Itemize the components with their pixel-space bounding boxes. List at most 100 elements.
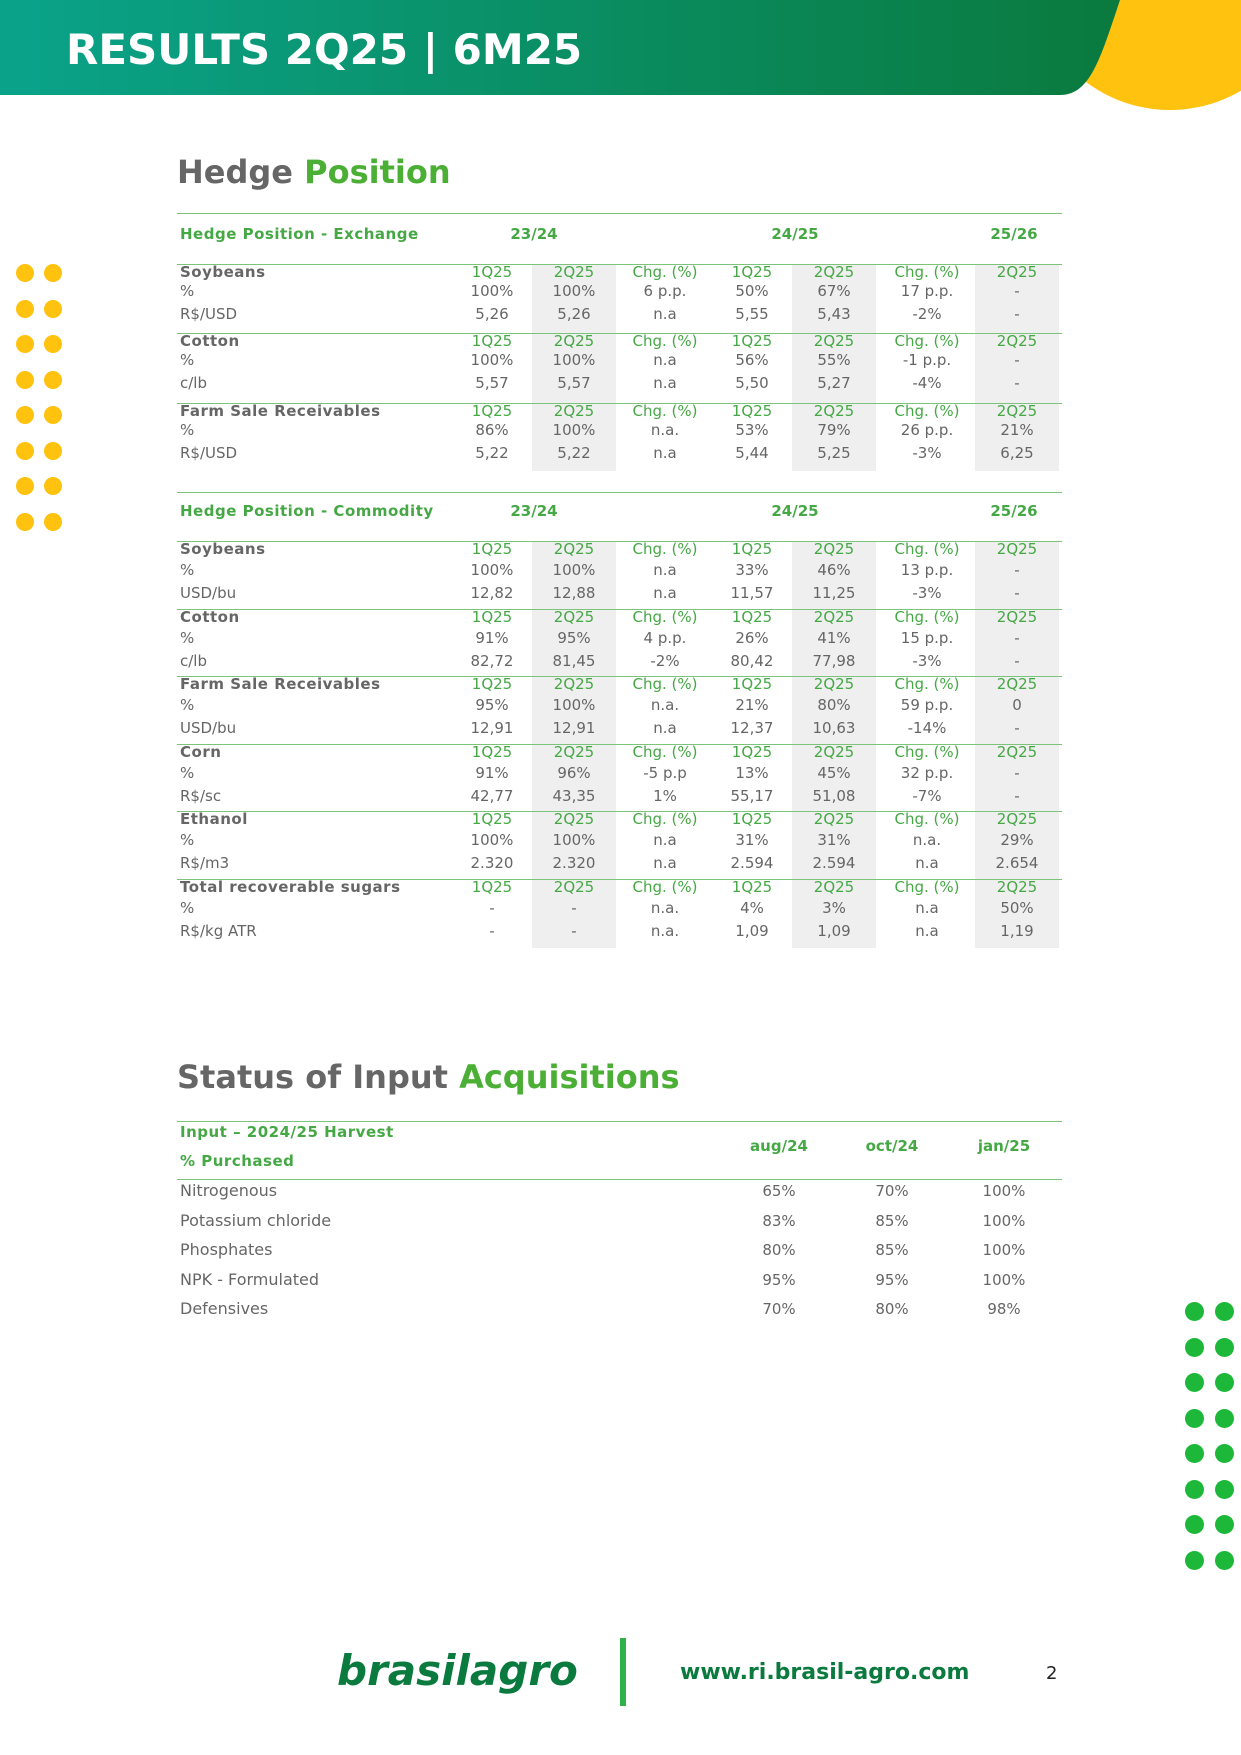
cell: 0 — [1012, 696, 1022, 714]
column-header: 1Q25 — [731, 607, 773, 626]
dot — [16, 406, 34, 424]
cell: 5,57 — [475, 374, 509, 393]
cell: 59 p.p. — [900, 696, 954, 714]
cell: 26 p.p. — [900, 420, 954, 439]
cell: 70% — [875, 1182, 909, 1200]
header-band — [0, 0, 1241, 110]
cell: - — [1014, 374, 1020, 393]
cell: 5,26 — [557, 305, 591, 323]
cell: - — [1014, 719, 1020, 737]
cell: -3% — [912, 443, 942, 462]
rule — [177, 541, 1062, 542]
dot — [16, 335, 34, 353]
cell: 81,45 — [552, 651, 596, 670]
dot — [1215, 1337, 1234, 1357]
column-header: Chg. (%) — [632, 675, 698, 693]
column-header: 2Q25 — [996, 540, 1038, 558]
column-header: 2Q25 — [813, 332, 855, 351]
cell: 42,77 — [470, 786, 514, 805]
cell: 100% — [470, 831, 514, 849]
cell: - — [1014, 584, 1020, 602]
column-header: 2Q25 — [553, 810, 595, 828]
column-header: 1Q25 — [731, 742, 773, 761]
rule — [177, 213, 1062, 214]
cell: 100% — [982, 1270, 1026, 1289]
dot — [1185, 1302, 1204, 1321]
cell: n.a — [653, 854, 677, 872]
cell: 96% — [557, 763, 591, 782]
cell: 33% — [735, 561, 769, 579]
column-header: Chg. (%) — [894, 742, 960, 761]
row-label: % — [180, 628, 195, 647]
column-header: Chg. (%) — [632, 401, 698, 420]
cell: -2% — [912, 305, 942, 323]
column-header: 2Q25 — [813, 607, 855, 626]
page-number: 2 — [1046, 1663, 1058, 1684]
cell: 91% — [475, 628, 509, 647]
cell: 55% — [817, 351, 851, 370]
dot — [16, 441, 34, 460]
column-header: Chg. (%) — [894, 263, 960, 281]
cell: -7% — [912, 786, 942, 805]
cell: 5,27 — [817, 374, 851, 393]
cell: 50% — [735, 282, 769, 300]
column-header: 2Q25 — [996, 675, 1038, 693]
cell: 13% — [735, 763, 769, 782]
column-header: 1Q25 — [471, 263, 513, 281]
column-header: Chg. (%) — [632, 877, 698, 896]
column-header: 1Q25 — [731, 540, 773, 558]
group-name: Cotton — [180, 607, 240, 626]
period-header: 24/25 — [771, 225, 819, 243]
logo: brasilagro — [337, 1646, 578, 1695]
cell: 98% — [987, 1300, 1021, 1318]
cell: -4% — [912, 374, 942, 393]
cell: n.a — [915, 898, 939, 917]
cell: 95% — [875, 1270, 909, 1289]
dot — [1185, 1373, 1204, 1392]
column-header: 2Q25 — [996, 810, 1038, 828]
cell: 4% — [740, 898, 764, 917]
cell: 50% — [1000, 898, 1034, 917]
row-label: USD/bu — [180, 584, 237, 602]
column-header: Chg. (%) — [894, 607, 960, 626]
group-name: Soybeans — [180, 263, 266, 281]
cell: 12,82 — [470, 584, 514, 602]
group-name: Farm Sale Receivables — [180, 675, 381, 693]
url: www.ri.brasil-agro.com — [680, 1660, 970, 1685]
column-header: Chg. (%) — [894, 540, 960, 558]
dot — [44, 264, 62, 282]
column-header: Chg. (%) — [894, 810, 960, 828]
dot — [16, 512, 34, 531]
cell: 12,37 — [730, 719, 774, 737]
row-label: % — [180, 420, 195, 439]
cell: n.a — [915, 921, 939, 940]
row-label: % — [180, 831, 195, 849]
cell: 100% — [552, 696, 596, 714]
section-title: Status of Input Acquisitions — [177, 1057, 680, 1097]
title-highlight: Position — [304, 153, 451, 191]
cell: - — [1014, 305, 1020, 323]
column-header: Chg. (%) — [894, 401, 960, 420]
cell: 31% — [735, 831, 769, 849]
column-header: 1Q25 — [471, 401, 513, 420]
rule — [177, 264, 1062, 265]
row-label: Nitrogenous — [180, 1181, 278, 1200]
cell: 80% — [817, 696, 851, 714]
rule — [177, 1179, 1062, 1180]
dot — [1185, 1444, 1204, 1463]
rule — [177, 1121, 1062, 1122]
cell: 100% — [982, 1211, 1026, 1230]
column-header: 1Q25 — [471, 332, 513, 351]
cell: 5,50 — [735, 374, 769, 393]
column-header: Chg. (%) — [894, 332, 960, 351]
cell: -5 p.p — [643, 763, 687, 782]
cell: 91% — [475, 763, 509, 782]
column-header: 1Q25 — [731, 877, 773, 896]
group-name: Corn — [180, 742, 222, 761]
cell: 5,57 — [557, 374, 591, 393]
column-header: 2Q25 — [553, 877, 595, 896]
column-header: 2Q25 — [996, 877, 1038, 896]
cell: 95% — [475, 696, 509, 714]
column-header: Chg. (%) — [894, 675, 960, 693]
dot — [1215, 1515, 1234, 1534]
